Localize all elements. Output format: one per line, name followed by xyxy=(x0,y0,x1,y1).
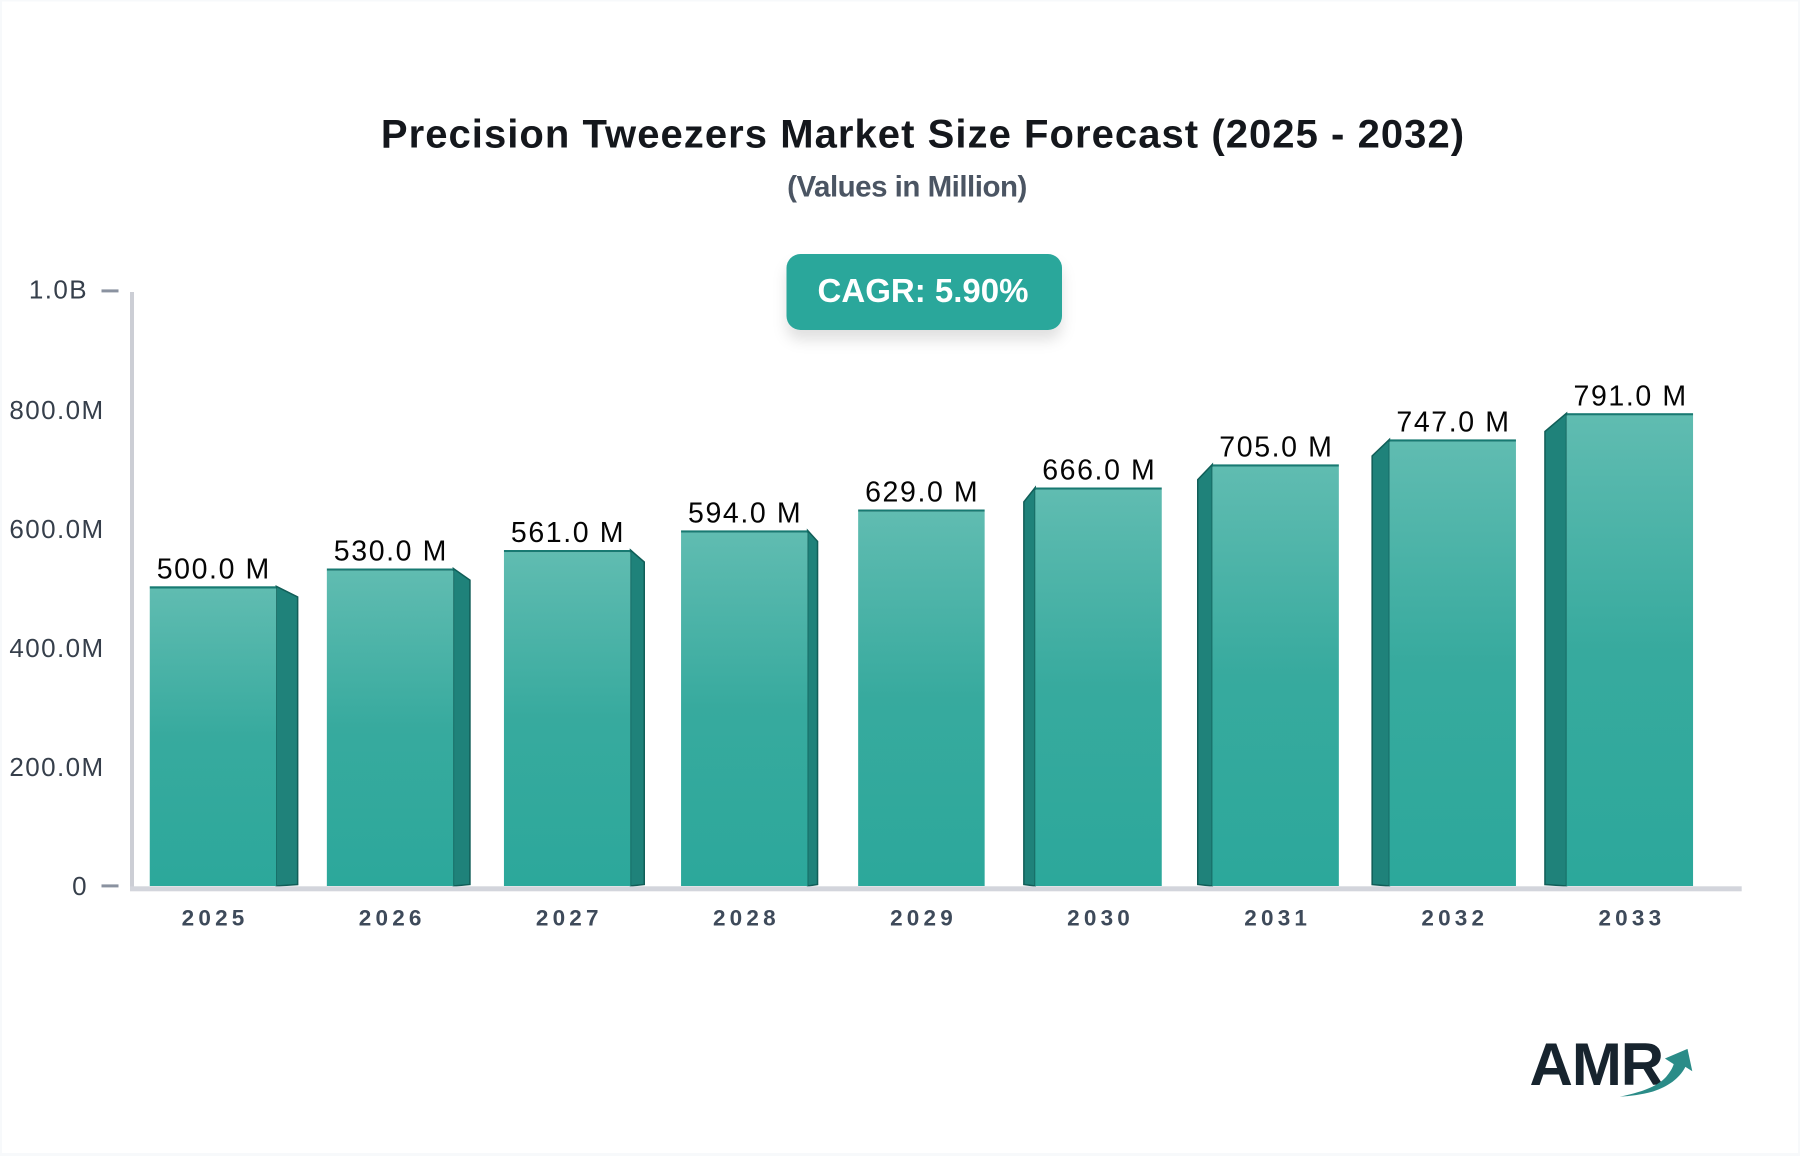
svg-text:AMR: AMR xyxy=(1530,1031,1664,1098)
svg-text:500.0 M: 500.0 M xyxy=(157,554,271,586)
svg-text:791.0 M: 791.0 M xyxy=(1574,380,1688,412)
svg-text:666.0 M: 666.0 M xyxy=(1042,455,1156,487)
svg-text:561.0 M: 561.0 M xyxy=(511,517,625,549)
svg-text:2029: 2029 xyxy=(890,906,957,931)
svg-text:(Values in Million): (Values in Million) xyxy=(787,171,1027,204)
svg-text:705.0 M: 705.0 M xyxy=(1219,432,1333,464)
svg-text:2033: 2033 xyxy=(1598,906,1665,931)
svg-text:2025: 2025 xyxy=(182,906,249,931)
svg-text:600.0M: 600.0M xyxy=(9,514,104,544)
svg-text:400.0M: 400.0M xyxy=(9,633,104,663)
svg-text:800.0M: 800.0M xyxy=(9,395,104,425)
svg-text:747.0 M: 747.0 M xyxy=(1396,407,1510,439)
svg-text:1.0B: 1.0B xyxy=(29,275,88,305)
svg-text:Precision Tweezers Market Size: Precision Tweezers Market Size Forecast … xyxy=(381,113,1465,157)
svg-text:2027: 2027 xyxy=(536,906,603,931)
svg-text:0: 0 xyxy=(72,871,88,901)
svg-text:2026: 2026 xyxy=(359,906,426,931)
svg-text:530.0 M: 530.0 M xyxy=(334,536,448,568)
svg-text:CAGR: 5.90%: CAGR: 5.90% xyxy=(818,272,1029,309)
svg-text:200.0M: 200.0M xyxy=(9,752,104,782)
svg-text:2032: 2032 xyxy=(1421,906,1488,931)
svg-text:2030: 2030 xyxy=(1067,906,1134,931)
svg-text:594.0 M: 594.0 M xyxy=(688,498,802,530)
svg-text:629.0 M: 629.0 M xyxy=(865,477,979,509)
svg-text:2028: 2028 xyxy=(713,906,780,931)
svg-text:2031: 2031 xyxy=(1244,906,1311,931)
